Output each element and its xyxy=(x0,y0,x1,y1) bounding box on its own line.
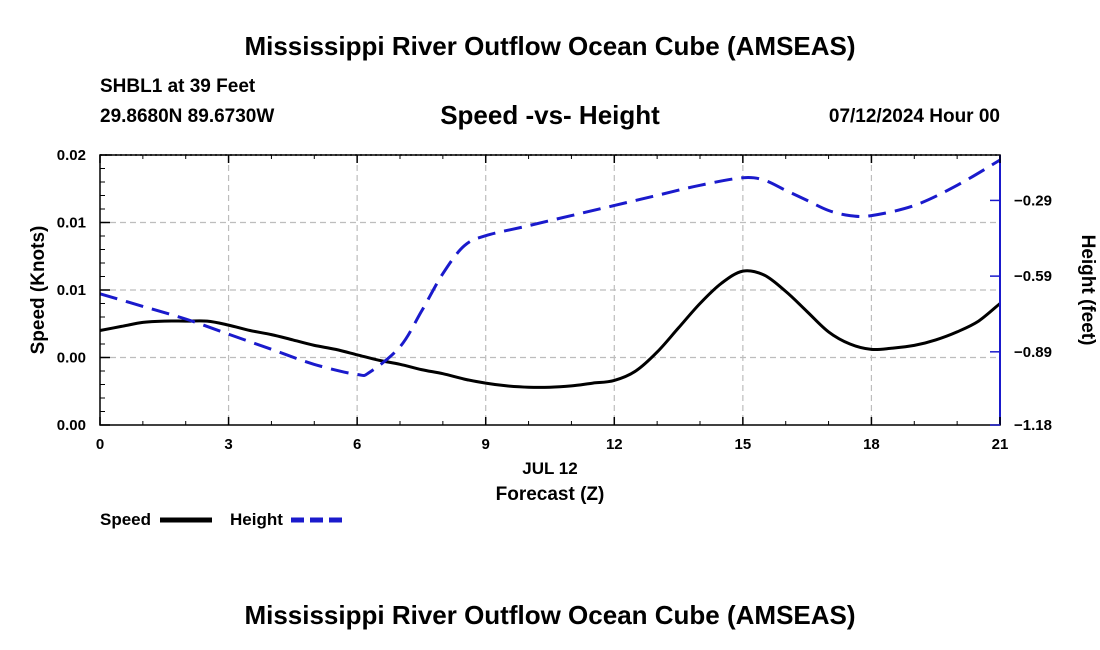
series-layer xyxy=(99,158,1001,389)
y-axis-right-label: Height (feet) xyxy=(1077,235,1098,346)
y-axis-left-label: Speed (Knots) xyxy=(28,226,49,355)
grid xyxy=(100,155,1000,425)
y-left-tick-label: 0.00 xyxy=(57,350,86,367)
x-tick-label: 6 xyxy=(353,436,361,453)
legend-label-height: Height xyxy=(230,510,283,529)
y-right-tick-label: −0.29 xyxy=(1014,192,1052,209)
y-left-tick-label: 0.00 xyxy=(57,417,86,434)
chart-title: Mississippi River Outflow Ocean Cube (AM… xyxy=(244,31,856,61)
date-label: 07/12/2024 Hour 00 xyxy=(828,106,1000,127)
y-left-tick-label: 0.01 xyxy=(57,215,86,232)
y-right-tick-label: −0.89 xyxy=(1014,344,1052,361)
axes: 0 3 6 9 12 15 18 21 0.00 0.00 0.01 0.01 0.02 −1.18 −0.… xyxy=(57,147,1052,453)
x-tick-label: 15 xyxy=(735,436,752,453)
y-left-tick-label: 0.02 xyxy=(57,147,86,164)
legend: Speed Height xyxy=(100,510,343,529)
x-tick-label: 12 xyxy=(606,436,623,453)
x-date-label: JUL 12 xyxy=(522,459,577,478)
series-line-height xyxy=(99,158,1001,377)
legend-label-speed: Speed xyxy=(100,510,151,529)
x-axis-label: Forecast (Z) xyxy=(496,484,605,505)
x-tick-label: 21 xyxy=(992,436,1009,453)
series-line-speed xyxy=(99,269,1001,389)
x-tick-label: 3 xyxy=(224,436,232,453)
location-label: 29.8680N 89.6730W xyxy=(100,106,275,127)
station-label: SHBL1 at 39 Feet xyxy=(100,76,256,97)
y-right-tick-label: −0.59 xyxy=(1014,268,1052,285)
x-tick-label: 9 xyxy=(482,436,490,453)
footer-title: Mississippi River Outflow Ocean Cube (AM… xyxy=(244,600,856,630)
x-tick-label: 0 xyxy=(96,436,104,453)
chart-subtitle: Speed -vs- Height xyxy=(440,100,660,130)
y-left-tick-label: 0.01 xyxy=(57,282,86,299)
x-tick-label: 18 xyxy=(863,436,880,453)
y-right-tick-label: −1.18 xyxy=(1014,417,1052,434)
